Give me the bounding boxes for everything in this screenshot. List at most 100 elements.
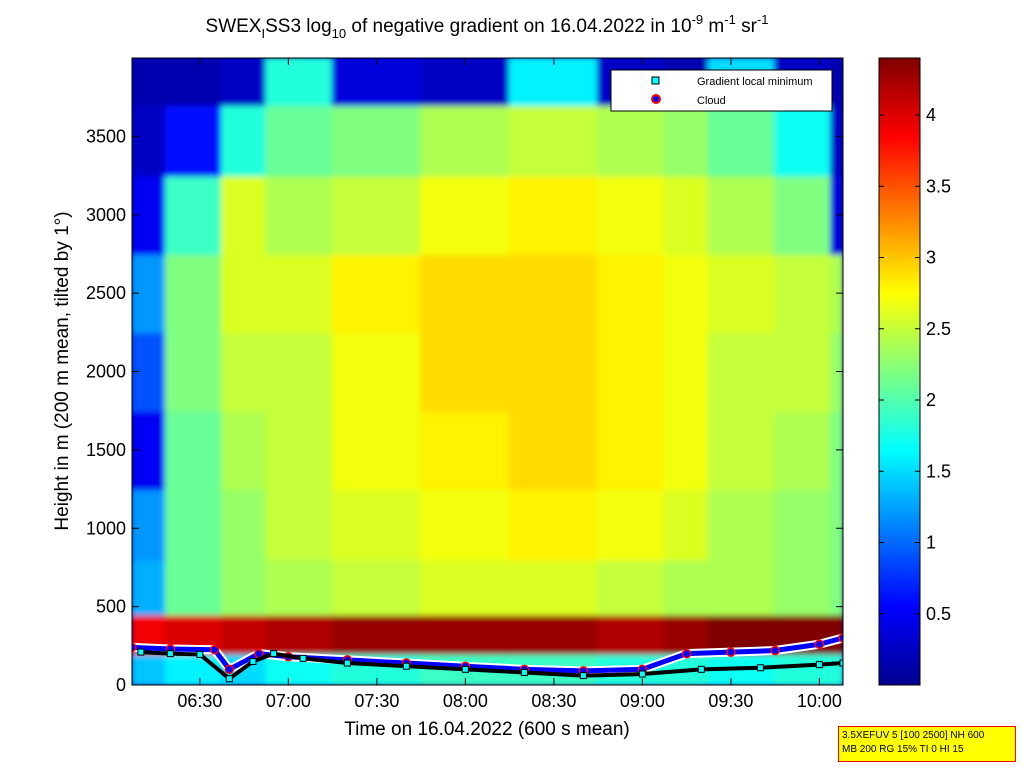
heatmap [132,58,843,685]
heatmap-cell [420,409,511,491]
heatmap-cell [663,613,710,655]
y-tick-label: 2500 [86,283,126,303]
legend-cloud-label: Cloud [697,95,726,107]
cloud-point [838,633,843,643]
colorbar-tick-label: 2.5 [926,319,951,339]
heatmap-cell [508,488,600,561]
x-axis-label: Time on 16.04.2022 (600 s mean) [344,719,630,740]
legend-box [610,69,833,112]
heatmap-cell [265,331,334,412]
heatmap-cell [331,409,423,491]
cloud-point [132,642,137,653]
heatmap-cell [420,252,511,334]
info-line-2: MB 200 RG 15% TI 0 HI 15 [842,744,964,755]
y-axis-label: Height in m (200 m mean, tilted by 1°) [52,211,73,530]
cloud-point [681,648,692,659]
heatmap-cell [265,252,334,334]
heatmap-cell [774,409,833,491]
heatmap-cell [220,409,268,491]
heatmap-cell [508,613,600,655]
heatmap-cell [830,558,843,616]
heatmap-cell [220,331,268,412]
heatmap-cell [597,488,666,561]
heatmap-cell [220,252,268,334]
minimum-point [815,661,823,669]
colorbar-tick-label: 1.5 [926,461,951,481]
heatmap-cell [774,252,833,334]
colorbar-tick-label: 2 [926,390,936,410]
heatmap-cell [265,613,334,655]
heatmap-cell [265,104,334,177]
heatmap-cell [707,174,777,255]
heatmap-cell [132,558,167,616]
heatmap-cell [420,488,511,561]
minimum-point [299,654,307,662]
minimum-point [402,662,410,670]
heatmap-cell [663,488,710,561]
heatmap-cell [663,558,710,616]
heatmap-cell [663,331,710,412]
heatmap-cell [774,488,833,561]
x-tick-label: 10:00 [797,691,842,711]
heatmap-cell [508,174,600,255]
cloud-point [726,647,736,657]
heatmap-cell [420,174,511,255]
cloud-point [224,664,235,675]
heatmap-cell [774,652,833,685]
minimum-point [638,670,646,678]
heatmap-cell [597,252,666,334]
heatmap-cell [774,558,833,616]
minimum-point [343,659,351,667]
heatmap-cell [164,104,223,177]
minimum-point [579,672,587,680]
y-tick-label: 3500 [86,126,126,146]
x-tick-label: 07:00 [266,691,311,711]
x-axis: 06:30 07:00 07:30 08:00 08:30 09:00 09:30 10:00 [177,58,842,711]
heatmap-cell [597,613,666,655]
chart-title: SWEXISS3 log10 of negative gradient on 1… [206,12,769,41]
minimum-point [137,648,145,656]
heatmap-cell [597,558,666,616]
y-tick-label: 3000 [86,205,126,225]
y-tick-label: 1000 [86,518,126,538]
heatmap-cell [164,252,223,334]
minimum-point [756,664,764,672]
heatmap-cell [508,104,600,177]
heatmap-cell [164,174,223,255]
heatmap-cell [508,58,600,107]
heatmap-cell [508,331,600,412]
minimum-point [196,650,204,658]
heatmap-cell [220,613,268,655]
y-tick-label: 500 [96,597,126,617]
colorbar-tick-label: 3 [926,248,936,268]
heatmap-cell [331,331,423,412]
heatmap-cell [597,409,666,491]
heatmap-cell [164,409,223,491]
heatmap-cell [420,331,511,412]
heatmap-cell [420,104,511,177]
plot-area [132,58,843,685]
legend-minimum-label: Gradient local minimum [697,76,813,88]
minimum-point [461,665,469,673]
legend-minimum-marker [651,76,660,85]
heatmap-cell [774,331,833,412]
cloud-point [770,645,780,656]
heatmap-cell [663,409,710,491]
heatmap-cell [597,104,666,177]
gradient-minimum-series [137,648,843,683]
y-tick-label: 1500 [86,440,126,460]
heatmap-cell [331,558,423,616]
heatmap-cell [707,409,777,491]
legend: Gradient local minimum Cloud [610,69,833,112]
heatmap-cell [220,558,268,616]
heatmap-cell [597,331,666,412]
colorbar [878,57,921,686]
heatmap-cell [331,58,423,107]
heatmap-cell [220,58,268,107]
heatmap-cell [331,252,423,334]
heatmap-cell [774,174,833,255]
y-tick-label: 2000 [86,362,126,382]
minimum-point [166,650,174,658]
heatmap-cell [830,652,843,685]
